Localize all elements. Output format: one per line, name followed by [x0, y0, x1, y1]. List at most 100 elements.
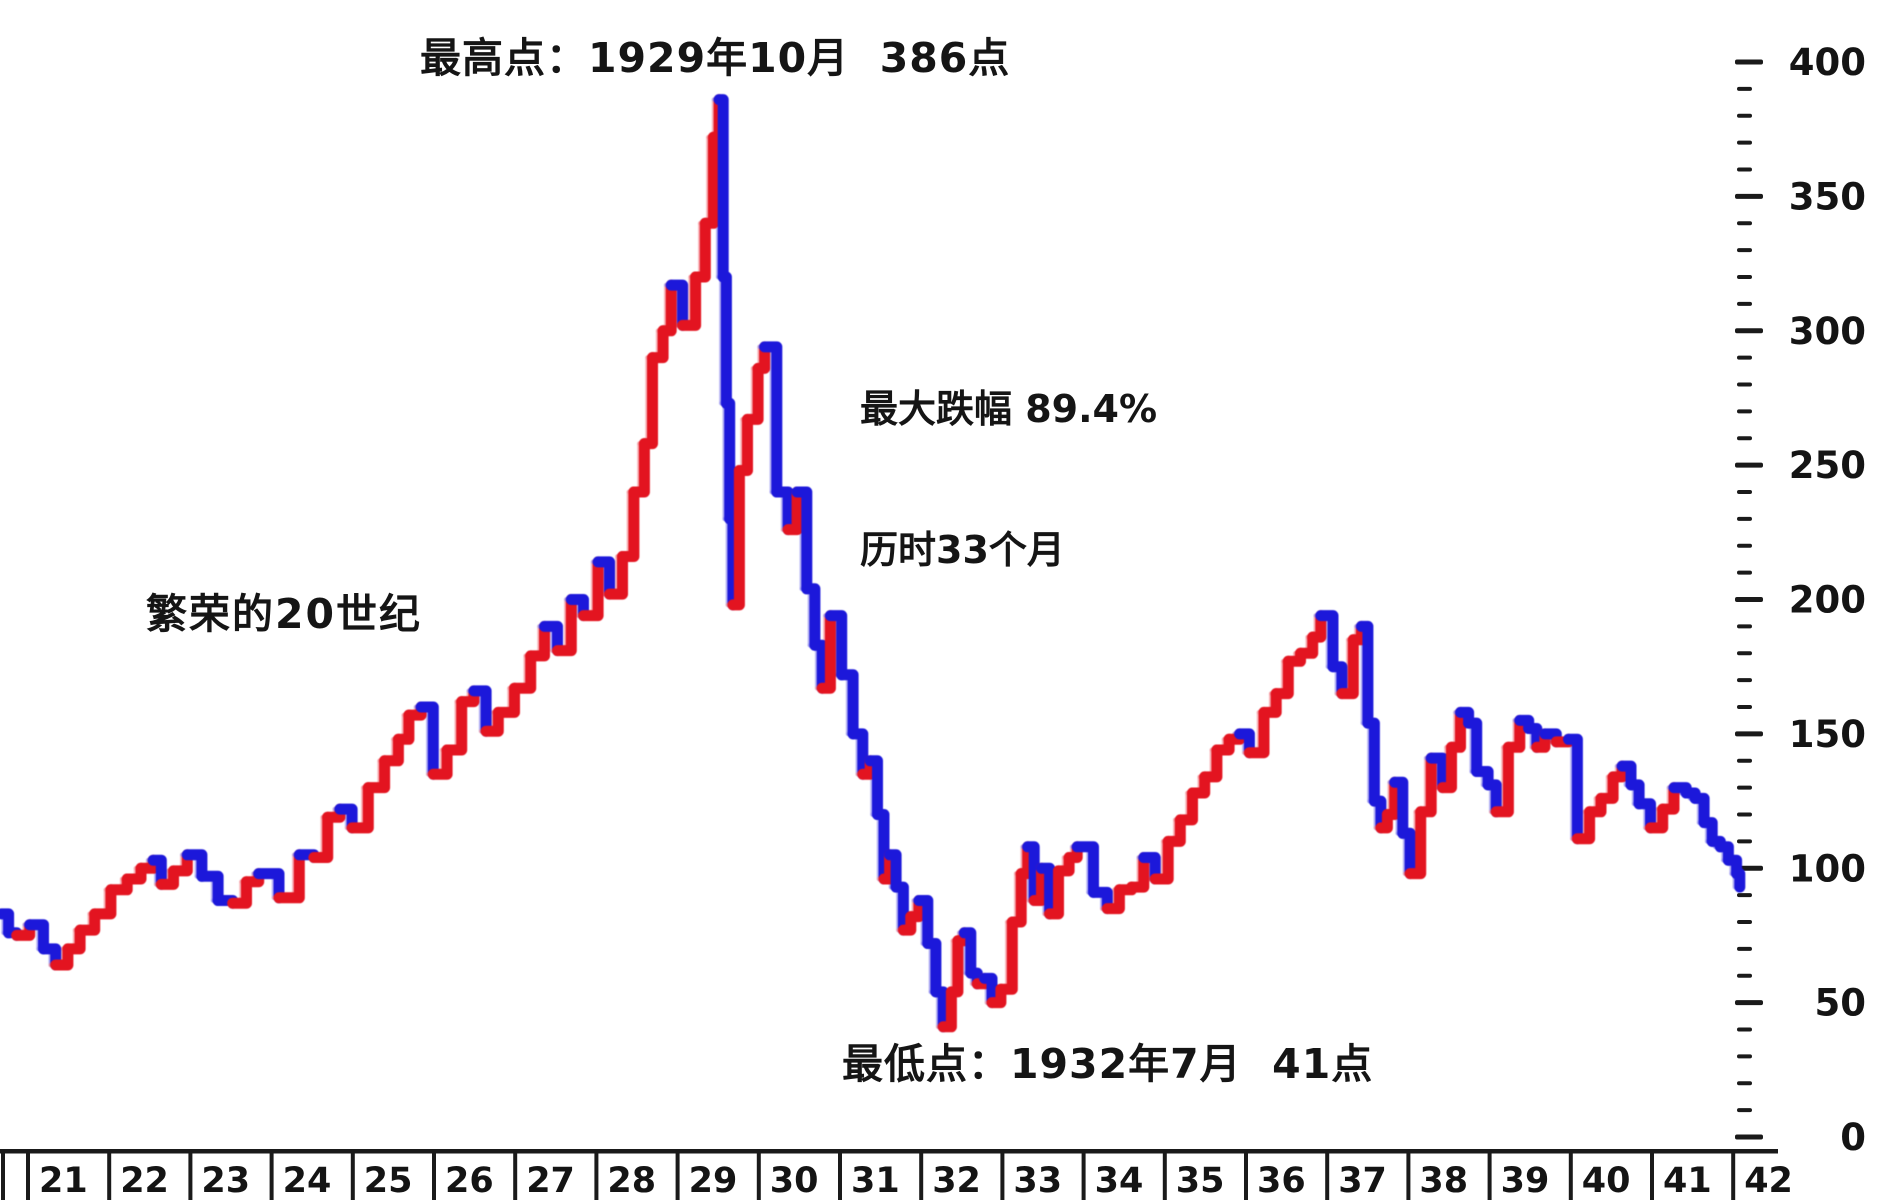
up-segment — [937, 986, 957, 1033]
up-segment-echo — [615, 489, 632, 559]
y-minor-tick — [1737, 436, 1752, 441]
up-segment — [1657, 782, 1680, 815]
down-segment — [0, 908, 15, 939]
down-segment-echo — [834, 672, 851, 737]
x-year-tick — [1325, 1153, 1330, 1200]
up-segment — [690, 217, 711, 283]
x-year-tick — [1568, 1153, 1573, 1200]
down-segment-echo — [1360, 720, 1372, 804]
down-segment — [771, 486, 794, 536]
up-segment — [995, 916, 1018, 995]
up-segment-echo — [944, 938, 956, 995]
x-axis-label: 23 — [201, 1161, 250, 1200]
down-segment-echo — [799, 586, 813, 648]
up-segment-echo — [688, 221, 703, 280]
y-minor-tick — [1737, 678, 1752, 683]
x-year-tick — [1162, 1153, 1167, 1200]
x-year-tick — [269, 1153, 274, 1200]
up-segment — [1101, 884, 1125, 915]
up-segment-echo — [706, 97, 717, 140]
up-segment-echo — [439, 699, 459, 753]
down-segment — [809, 639, 828, 694]
y-minor-tick — [1737, 301, 1752, 306]
down-segment-echo — [1395, 831, 1408, 876]
down-segment — [884, 849, 902, 893]
x-axis-label: 32 — [932, 1161, 981, 1200]
x-year-tick — [919, 1153, 924, 1200]
up-segment — [1044, 865, 1064, 920]
y-axis-label: 150 — [1789, 713, 1866, 756]
down-segment — [1397, 827, 1416, 880]
y-minor-tick — [1737, 409, 1752, 414]
y-major-tick — [1735, 1134, 1763, 1140]
up-segment-echo — [1005, 871, 1019, 925]
up-segment-echo — [732, 417, 745, 473]
x-year-tick — [107, 1153, 112, 1200]
x-axis-label: 42 — [1744, 1161, 1793, 1200]
y-minor-tick — [1737, 624, 1752, 629]
down-segment — [1315, 610, 1339, 673]
down-segment-echo — [1561, 737, 1575, 841]
down-segment — [1368, 795, 1387, 834]
y-minor-tick — [1737, 570, 1752, 575]
x-year-tick — [756, 1153, 761, 1200]
y-axis-label: 350 — [1789, 175, 1866, 218]
up-segment — [1645, 803, 1669, 834]
x-axis-label: 25 — [364, 1161, 413, 1200]
down-segment — [759, 341, 783, 498]
down-segment — [890, 881, 909, 936]
x-year-tick — [1406, 1153, 1411, 1200]
x-axis-label: 27 — [526, 1161, 575, 1200]
x-year-tick — [1, 1153, 5, 1200]
y-minor-tick — [1737, 705, 1752, 709]
annotation-drawdown: 最大跌幅 89.4% 历时33个月 — [860, 292, 1157, 668]
x-year-tick — [188, 1153, 193, 1200]
up-segment — [742, 362, 764, 425]
y-major-tick — [1735, 328, 1763, 334]
up-segment — [1437, 741, 1457, 794]
down-segment — [1389, 776, 1409, 839]
up-segment — [1174, 787, 1198, 826]
y-minor-tick — [1737, 516, 1752, 521]
y-axis-label: 100 — [1789, 847, 1866, 890]
down-segment-echo — [920, 941, 934, 995]
y-major-tick — [1735, 1000, 1763, 1006]
x-year-tick — [1650, 1153, 1654, 1200]
down-segment — [1071, 841, 1099, 898]
down-segment — [1138, 852, 1161, 885]
up-segment-echo — [993, 919, 1010, 992]
x-year-tick — [1081, 1153, 1086, 1200]
x-axis-label: 26 — [445, 1161, 494, 1200]
x-axis-label: 36 — [1257, 1161, 1306, 1200]
up-segment — [1381, 776, 1401, 820]
down-segment — [1731, 868, 1746, 893]
up-segment — [273, 849, 305, 904]
down-segment — [824, 610, 848, 681]
x-year-tick — [1000, 1153, 1005, 1200]
x-axis-label: 30 — [770, 1161, 819, 1200]
up-segment — [727, 465, 745, 611]
up-segment — [1028, 862, 1047, 906]
up-segment — [1490, 741, 1514, 818]
y-minor-tick — [1737, 167, 1752, 172]
y-minor-tick — [1737, 651, 1752, 656]
y-axis-label: 0 — [1840, 1116, 1866, 1159]
down-segment — [1327, 661, 1348, 700]
up-segment-echo — [1413, 755, 1429, 815]
up-segment-echo — [637, 355, 650, 446]
down-segment — [930, 986, 949, 1033]
annotation-trough: 最低点：1932年7月 41点 — [842, 1040, 1374, 1088]
down-segment — [1036, 862, 1056, 920]
y-minor-tick — [1737, 1108, 1752, 1113]
down-segment — [1234, 728, 1255, 759]
down-segment — [1698, 817, 1718, 847]
down-segment — [1463, 717, 1483, 777]
x-year-tick — [350, 1153, 355, 1200]
y-axis-label: 250 — [1789, 444, 1866, 487]
y-axis-label: 200 — [1789, 579, 1866, 622]
up-segment — [1446, 706, 1466, 753]
up-segment — [617, 486, 640, 562]
x-axis-label: 24 — [283, 1161, 332, 1200]
y-major-tick — [1735, 462, 1763, 468]
